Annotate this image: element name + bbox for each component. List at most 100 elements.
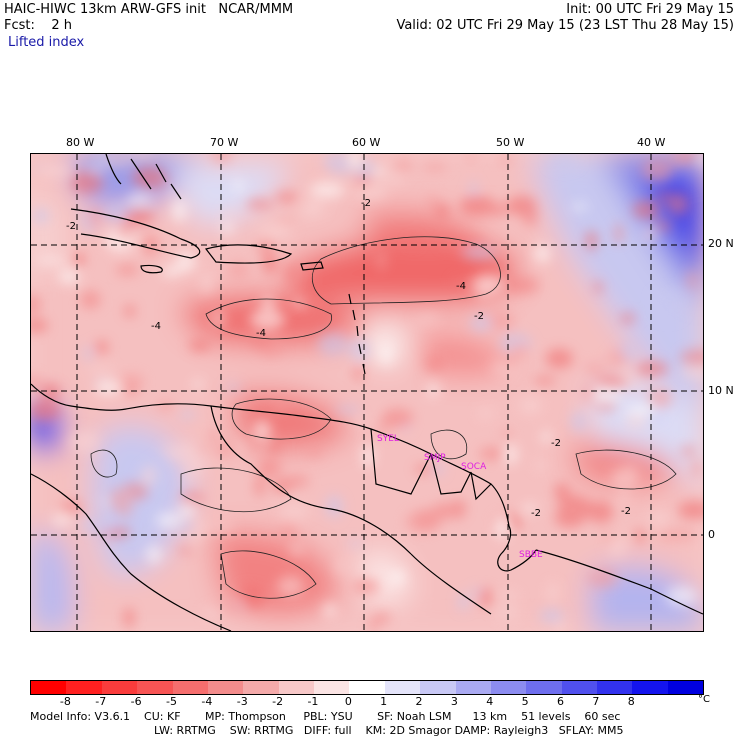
texture-blob <box>199 272 215 295</box>
texture-blob <box>479 447 506 460</box>
colorbar-swatch <box>278 681 314 694</box>
lon-label-40w: 40 W <box>637 136 666 149</box>
texture-blob <box>554 483 570 500</box>
texture-blob <box>655 221 672 231</box>
texture-blob <box>117 373 145 390</box>
texture-blob <box>471 273 503 295</box>
texture-blob <box>352 579 380 594</box>
texture-blob <box>273 399 289 414</box>
colorbar-swatch <box>137 681 173 694</box>
texture-blob <box>83 345 92 362</box>
texture-blob <box>119 225 131 239</box>
station-label-layer: SYEL SMJP SOCA SBBE <box>377 434 543 560</box>
colorbar-swatch <box>207 681 244 694</box>
station-label: SBBE <box>519 550 543 560</box>
lat-lon-grid <box>31 154 703 631</box>
texture-blob <box>379 408 414 428</box>
coastlines <box>31 154 703 631</box>
texture-blob <box>89 208 99 228</box>
texture-blob <box>80 519 115 533</box>
colorbar-swatch <box>455 681 491 694</box>
texture-blob <box>408 237 419 248</box>
texture-blob <box>123 607 135 629</box>
texture-blob <box>140 465 157 486</box>
texture-blob <box>636 361 669 376</box>
texture-blob <box>317 332 349 356</box>
texture-blob <box>116 264 139 276</box>
texture-blob <box>654 303 683 320</box>
colorbar-swatch <box>314 681 350 694</box>
texture-blob <box>283 261 301 285</box>
texture-blob <box>280 521 297 544</box>
lon-label-50w: 50 W <box>496 136 525 149</box>
texture-blob <box>307 443 323 458</box>
texture-blob <box>31 294 41 316</box>
texture-blob <box>279 504 309 520</box>
texture-blob <box>643 226 657 242</box>
colorbar-swatch <box>420 681 456 694</box>
colorbar-swatch <box>526 681 562 694</box>
colorbar-swatch <box>490 681 527 694</box>
texture-blob <box>603 535 615 542</box>
colorbar-tick-label: 4 <box>486 695 494 708</box>
texture-blob <box>503 444 518 465</box>
texture-blob <box>502 359 518 366</box>
texture-blob <box>603 357 622 364</box>
texture-blob <box>116 509 134 516</box>
texture-blob <box>192 380 203 389</box>
texture-blob <box>459 195 495 217</box>
texture-blob <box>361 444 374 467</box>
colorbar-tick-label: -8 <box>59 695 71 708</box>
contour-label: -2 <box>66 221 76 232</box>
colorbar-swatch <box>31 681 67 694</box>
texture-blob <box>428 194 438 215</box>
texture-blob <box>70 170 104 194</box>
texture-blob <box>150 459 166 468</box>
texture-blob <box>512 344 527 357</box>
colorbar-swatch <box>597 681 633 694</box>
texture-blob <box>348 338 371 362</box>
texture-blob <box>245 199 273 209</box>
valid-time: Valid: 02 UTC Fri 29 May 15 (23 LST Thu … <box>396 18 734 33</box>
texture-blob <box>85 366 115 374</box>
colorbar-tick-label: 0 <box>344 695 352 708</box>
texture-blob <box>570 411 587 433</box>
colorbar-swatch <box>172 681 208 694</box>
texture-blob <box>591 388 622 402</box>
texture-blob <box>425 355 444 372</box>
texture-blob <box>142 233 159 257</box>
texture-blob <box>479 587 493 608</box>
texture-blob <box>261 253 279 274</box>
texture-blob <box>127 193 152 206</box>
texture-blob <box>462 246 498 260</box>
contour-label: -2 <box>551 438 561 449</box>
texture-blob <box>549 154 579 169</box>
texture-blob <box>249 309 286 330</box>
texture-blob <box>175 250 196 273</box>
field-name: Lifted index <box>8 35 85 50</box>
texture-blob <box>233 179 243 192</box>
texture-blob <box>690 459 703 478</box>
colorbar-tick-label: 8 <box>627 695 635 708</box>
texture-blob <box>211 154 232 164</box>
station-label: SMJP <box>424 453 446 463</box>
contour-label: -2 <box>361 198 371 209</box>
map-panel[interactable]: -2 -2 -4 -4 -4 -2 -2 -2 -2 SYEL SMJP SOCA SBBE <box>30 153 704 632</box>
texture-blob <box>222 208 234 218</box>
colorbar-swatch <box>561 681 597 694</box>
colorbar-tick-label: -3 <box>236 695 248 708</box>
texture-blob <box>620 313 636 324</box>
texture-blob <box>495 515 510 540</box>
texture-blob <box>162 444 174 456</box>
contour-label: -4 <box>256 328 266 339</box>
lat-label-0: 0 <box>708 528 715 541</box>
texture-blob <box>95 380 122 396</box>
texture-blob <box>613 346 622 368</box>
texture-blob <box>234 438 245 457</box>
texture-blob <box>272 480 292 493</box>
texture-blob <box>208 523 236 531</box>
station-label: SOCA <box>461 462 487 472</box>
texture-blob <box>323 154 333 168</box>
texture-blob <box>253 419 271 442</box>
texture-blob <box>355 416 367 427</box>
